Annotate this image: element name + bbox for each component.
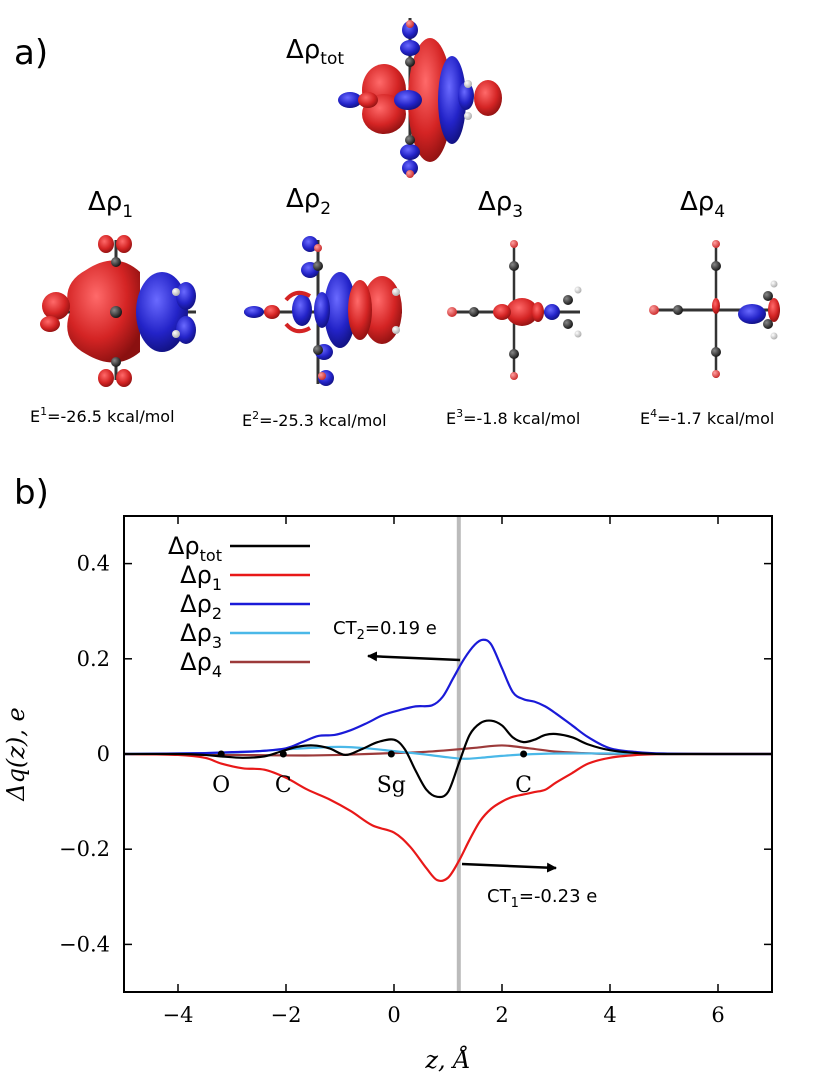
x-tick-label: −2: [271, 1003, 302, 1027]
x-tick-label: 6: [711, 1003, 724, 1027]
total-density-title-sub: tot: [320, 49, 344, 69]
y-tick-label: 0.4: [77, 552, 110, 576]
atom-marker: [520, 750, 528, 758]
atom-marker: [217, 750, 225, 758]
atom-marker-label: O: [212, 773, 230, 798]
total-density-title: Δρtot: [286, 35, 344, 69]
legend-label-tot: Δρtot: [168, 532, 222, 565]
total-density-isosurface: [338, 18, 502, 178]
legend-label-4: Δρ4: [180, 648, 222, 681]
y-tick-label: −0.2: [59, 837, 110, 861]
y-tick-label: 0: [97, 742, 110, 766]
atom-marker-label: C: [515, 773, 532, 798]
total-density-title-main: Δρ: [286, 35, 320, 65]
component-isosurface-1: [40, 235, 196, 387]
series-line-2: [123, 638, 773, 756]
energy-label-4: E4=-1.7 kcal/mol: [640, 407, 774, 428]
x-tick-label: 0: [387, 1003, 400, 1027]
energy-label-1: E1=-26.5 kcal/mol: [30, 405, 175, 426]
y-tick-label: 0.2: [77, 647, 110, 671]
component-title-2: Δρ2: [286, 184, 331, 219]
component-isosurface-3: [447, 240, 582, 380]
annotation-ct2: CT2=0.19 e: [333, 618, 437, 643]
component-title-3: Δρ3: [478, 187, 523, 222]
panel-b-label: b): [14, 473, 49, 513]
arrow-ct2: [367, 651, 461, 662]
plot-frame: [123, 515, 773, 993]
series-line-1: [123, 752, 772, 883]
chart-series: [123, 638, 773, 883]
energy-label-3: E3=-1.8 kcal/mol: [446, 407, 580, 428]
component-title-4: Δρ4: [680, 187, 725, 222]
energy-label-2: E2=-25.3 kcal/mol: [242, 409, 387, 430]
annotation-ct1: CT1=-0.23 e: [487, 886, 597, 911]
atom-marker-label: Sg: [377, 773, 406, 798]
legend-label-1: Δρ1: [180, 561, 222, 594]
legend-label-3: Δρ3: [180, 619, 222, 652]
atom-markers: O C Sg C: [212, 750, 532, 798]
legend-label-2: Δρ2: [180, 590, 222, 623]
atom-marker-label: C: [275, 773, 292, 798]
x-tick-label: 2: [495, 1003, 508, 1027]
component-isosurface-2: [244, 236, 402, 386]
chart-ticks: −4 −2 0 2 4 6 −0.4 −0.2 0 0.2 0.4: [59, 516, 772, 1027]
x-axis-label: z, Å: [424, 1045, 470, 1074]
chart-annotations: CT2=0.19 e CT1=-0.23 e: [333, 618, 597, 911]
atom-marker: [279, 750, 287, 758]
panel-a-label: a): [14, 33, 48, 73]
series-line-tot: [123, 719, 772, 799]
y-tick-label: −0.4: [59, 932, 110, 956]
y-axis-label: Δq(z), e: [2, 707, 30, 802]
atom-marker: [387, 750, 395, 758]
arrow-ct1: [461, 862, 557, 873]
x-tick-label: 4: [603, 1003, 616, 1027]
x-tick-label: −4: [163, 1003, 194, 1027]
line-chart: −4 −2 0 2 4 6 −0.4 −0.2 0 0.2 0.4 O C Sg C CT2=0.19 e…: [2, 515, 773, 1074]
axis-labels: z, Å Δq(z), e: [2, 707, 471, 1074]
component-title-1: Δρ1: [88, 187, 133, 222]
component-isosurface-4: [649, 240, 780, 378]
